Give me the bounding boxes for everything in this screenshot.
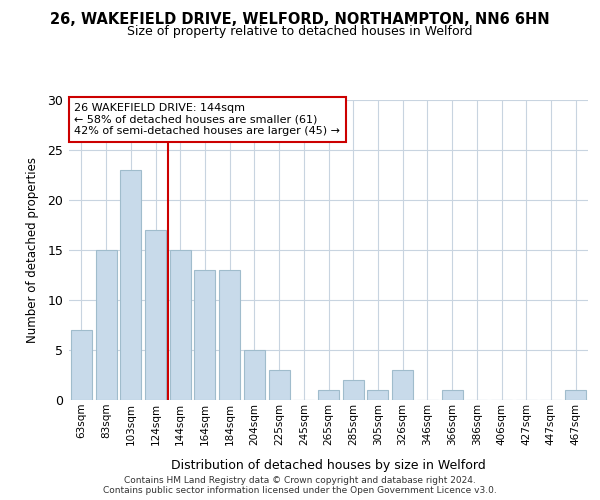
Bar xyxy=(392,370,413,400)
Bar xyxy=(120,170,141,400)
Bar xyxy=(343,380,364,400)
Bar xyxy=(170,250,191,400)
Bar xyxy=(565,390,586,400)
Bar xyxy=(145,230,166,400)
Bar xyxy=(71,330,92,400)
Bar xyxy=(194,270,215,400)
Text: 26 WAKEFIELD DRIVE: 144sqm
← 58% of detached houses are smaller (61)
42% of semi: 26 WAKEFIELD DRIVE: 144sqm ← 58% of deta… xyxy=(74,103,340,136)
Bar xyxy=(367,390,388,400)
Bar xyxy=(269,370,290,400)
X-axis label: Distribution of detached houses by size in Welford: Distribution of detached houses by size … xyxy=(171,459,486,472)
Bar xyxy=(318,390,339,400)
Bar xyxy=(95,250,116,400)
Bar xyxy=(442,390,463,400)
Y-axis label: Number of detached properties: Number of detached properties xyxy=(26,157,39,343)
Text: Size of property relative to detached houses in Welford: Size of property relative to detached ho… xyxy=(127,25,473,38)
Text: Contains HM Land Registry data © Crown copyright and database right 2024.
Contai: Contains HM Land Registry data © Crown c… xyxy=(103,476,497,495)
Text: 26, WAKEFIELD DRIVE, WELFORD, NORTHAMPTON, NN6 6HN: 26, WAKEFIELD DRIVE, WELFORD, NORTHAMPTO… xyxy=(50,12,550,28)
Bar xyxy=(244,350,265,400)
Bar xyxy=(219,270,240,400)
